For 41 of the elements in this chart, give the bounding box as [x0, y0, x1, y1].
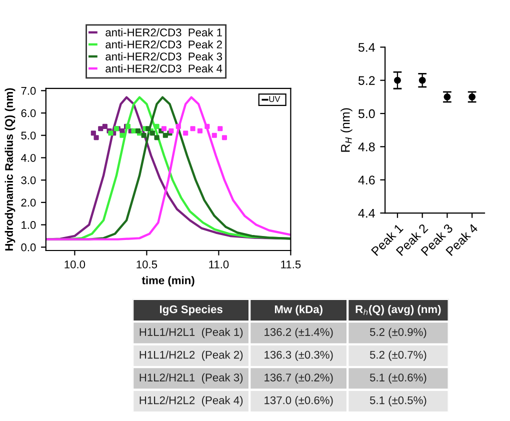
x-tick-label: 11.0	[209, 260, 229, 268]
legend-label: anti-HER2/CD3 Peak 3	[106, 52, 222, 60]
y-tick-label: 2.0	[21, 198, 36, 207]
text: IgG Species	[160, 305, 222, 316]
text: H1L2/H2L2 (Peak 4)	[140, 396, 243, 406]
legend-label: anti-HER2/CD3 Peak 4	[106, 64, 222, 72]
x-tick-label: 10.0	[64, 260, 86, 268]
text: Mw (kDa)	[274, 305, 322, 316]
y-tick-label: 4.8	[358, 142, 375, 152]
text: 137.0 (±0.6%)	[264, 396, 333, 406]
text: 136.7 (±0.2%)	[264, 373, 333, 384]
y-tick-label: 4.6	[358, 176, 375, 185]
text: H1L1/H2L2 (Peak 2)	[140, 350, 243, 361]
y-tick-label: 0.0	[21, 243, 36, 252]
y-tick-label: 5.2	[358, 76, 375, 85]
y-tick-label: 5.0	[21, 132, 36, 140]
text: H1L1/H2L1 (Peak 1)	[140, 328, 243, 338]
text: 5.2 (±0.9%)	[370, 328, 426, 338]
text: 5.2 (±0.7%)	[370, 350, 426, 361]
y-tick-label: 1.0	[22, 221, 36, 229]
x-tick-label: 11.5	[281, 260, 301, 268]
legend-label: anti-HER2/CD3 Peak 1	[106, 28, 222, 36]
text: 136.2 (±1.4%)	[264, 328, 333, 338]
y-axis-title: Hydrodynamic Radius (Q) (nm)	[4, 88, 16, 251]
legend-label: anti-HER2/CD3 Peak 2	[106, 40, 222, 48]
y-tick-label: 6.0	[21, 109, 36, 118]
y-tick-label: 5.0	[358, 109, 375, 118]
y-tick-label: 4.0	[20, 154, 36, 162]
x-axis-title: time (min)	[142, 276, 194, 286]
annotation: UV	[269, 96, 280, 102]
y-axis-title: R$_{H}$ (nm)	[340, 108, 352, 152]
text: H1L2/H2L1 (Peak 3)	[140, 373, 243, 384]
text: 5.1 (±0.5%)	[370, 396, 426, 406]
y-tick-label: 3.0	[21, 176, 36, 184]
y-tick-label: 4.4	[358, 208, 375, 218]
text: 5.1 (±0.6%)	[370, 373, 426, 384]
text: R$_{h}$(Q) (avg) (nm)	[356, 305, 441, 316]
y-tick-label: 7.0	[21, 86, 36, 95]
y-tick-label: 5.4	[358, 43, 375, 52]
text: 136.3 (±0.3%)	[264, 350, 333, 361]
x-tick-label: 10.5	[136, 260, 158, 268]
